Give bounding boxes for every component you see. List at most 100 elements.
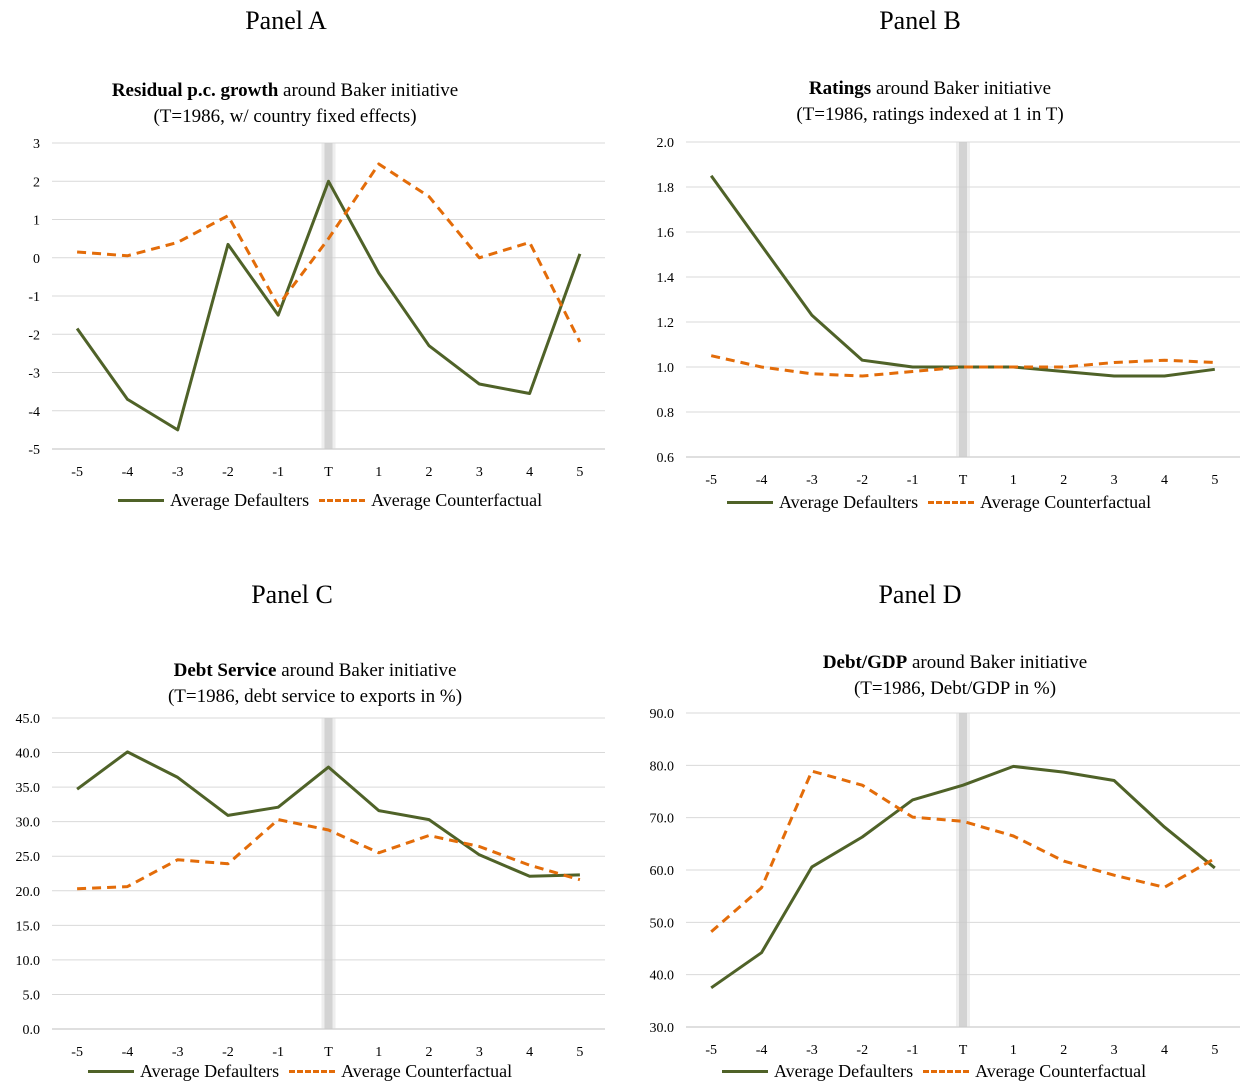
y-tick-label: 20.0 [16, 885, 41, 900]
x-tick-label: -1 [272, 1045, 284, 1060]
y-tick-label: -1 [28, 290, 40, 305]
panel-a-label: Panel A [245, 6, 327, 35]
x-tick-label: 4 [1161, 473, 1168, 488]
y-tick-label: 2.0 [657, 136, 675, 151]
y-tick-label: 0 [33, 252, 40, 267]
panel-b-subtitle: (T=1986, ratings indexed at 1 in T) [796, 104, 1064, 125]
y-tick-label: 10.0 [16, 954, 41, 969]
legend-item-counterfactual: Average Counterfactual [319, 490, 542, 511]
x-tick-label: -2 [222, 465, 234, 480]
x-tick-label: 1 [375, 1045, 382, 1060]
panel-c-title: Debt Service around Baker initiative (T=… [70, 658, 560, 710]
series-line-counterfactual [710, 354, 1215, 378]
x-tick-label: -5 [71, 465, 83, 480]
panel-a-chart: 3 2 1 0 -1 -2 -3 -4 -5 -5 -4 -3 -2 -1 T 1 2 3 4 5 [28, 137, 605, 480]
panel-d-chart: 90.0 80.0 70.0 60.0 50.0 40.0 30.0 -5 -4 -3 -2 -1 T 1… [650, 707, 1240, 1058]
reference-line [959, 142, 967, 457]
panel-d-title-bold: Debt/GDP [822, 652, 908, 673]
panel-d-legend: Average Defaulters Average Counterfactua… [722, 1061, 1156, 1082]
y-tick-label: 1 [33, 214, 40, 229]
y-tick-label: 40.0 [650, 969, 675, 984]
y-tick-label: 2 [33, 175, 40, 190]
y-tick-label: -3 [28, 367, 40, 382]
x-tick-label: -2 [222, 1045, 234, 1060]
x-tick-label: T [959, 473, 968, 488]
panel-d-title-rest: around Baker initiative [907, 652, 1088, 673]
x-tick-label: 5 [1211, 473, 1218, 488]
x-tick-label: -3 [806, 473, 818, 488]
panel-a-title: Residual p.c. growth around Baker initia… [40, 78, 530, 130]
legend-item-defaulters: Average Defaulters [727, 492, 918, 513]
x-tick-label: 4 [526, 465, 533, 480]
legend-label: Average Defaulters [170, 490, 310, 510]
x-tick-label: -2 [856, 1043, 868, 1058]
panel-c-legend: Average Defaulters Average Counterfactua… [88, 1061, 522, 1082]
panel-b-title: Ratings around Baker initiative (T=1986,… [700, 76, 1160, 128]
y-tick-label: 30.0 [650, 1021, 675, 1036]
y-tick-label: 1.4 [657, 271, 675, 286]
panel-a-subtitle: (T=1986, w/ country fixed effects) [153, 106, 417, 127]
panel-b-legend: Average Defaulters Average Counterfactua… [727, 492, 1161, 513]
legend-swatch-dashed [289, 1070, 336, 1073]
y-tick-label: 30.0 [16, 816, 41, 831]
x-tick-label: 3 [1111, 473, 1118, 488]
legend-swatch-solid [118, 499, 164, 502]
legend-item-counterfactual: Average Counterfactual [923, 1061, 1146, 1082]
x-tick-label: 5 [1211, 1043, 1218, 1058]
x-tick-label: -5 [705, 473, 717, 488]
x-tick-label: -1 [907, 473, 919, 488]
x-tick-label: T [324, 465, 333, 480]
y-tick-label: 80.0 [650, 759, 675, 774]
panel-a-title-bold: Residual p.c. growth [111, 80, 279, 101]
x-tick-label: 3 [476, 465, 483, 480]
y-tick-label: 0.8 [657, 406, 675, 421]
panel-b-title-rest: around Baker initiative [871, 78, 1052, 99]
legend-item-defaulters: Average Defaulters [118, 490, 309, 511]
x-tick-label: 1 [1010, 1043, 1017, 1058]
y-tick-label: 60.0 [650, 864, 675, 879]
legend-label: Average Defaulters [779, 492, 919, 512]
legend-label: Average Defaulters [140, 1061, 280, 1081]
panel-c-title-bold: Debt Service [173, 660, 277, 681]
legend-item-counterfactual: Average Counterfactual [928, 492, 1151, 513]
legend-label: Average Counterfactual [371, 490, 543, 510]
panel-d-subtitle: (T=1986, Debt/GDP in %) [853, 678, 1057, 699]
series-line-defaulters [75, 179, 582, 432]
x-tick-label: -4 [756, 473, 768, 488]
x-tick-label: -5 [71, 1045, 83, 1060]
series-line-counterfactual [76, 162, 582, 343]
series-line-counterfactual [77, 818, 581, 891]
y-tick-label: 40.0 [16, 747, 41, 762]
y-tick-label: 3 [33, 137, 40, 152]
x-tick-label: -5 [705, 1043, 717, 1058]
legend-label: Average Counterfactual [975, 1061, 1147, 1081]
panel-c-subtitle: (T=1986, debt service to exports in %) [167, 686, 463, 707]
y-tick-label: 0.6 [657, 451, 675, 466]
legend-swatch-dashed [923, 1070, 970, 1073]
x-tick-label: 4 [526, 1045, 533, 1060]
panel-a-legend: Average Defaulters Average Counterfactua… [118, 490, 552, 511]
x-tick-label: 2 [426, 465, 433, 480]
x-tick-label: 4 [1161, 1043, 1168, 1058]
x-tick-label: 2 [1060, 473, 1067, 488]
y-tick-label: 35.0 [16, 781, 41, 796]
legend-label: Average Counterfactual [341, 1061, 513, 1081]
y-tick-label: -5 [28, 443, 40, 458]
y-tick-label: 1.8 [657, 181, 675, 196]
legend-label: Average Defaulters [774, 1061, 914, 1081]
y-tick-label: 1.2 [657, 316, 675, 331]
panel-a-title-rest: around Baker initiative [278, 80, 459, 101]
x-tick-label: -3 [806, 1043, 818, 1058]
x-tick-label: 3 [1111, 1043, 1118, 1058]
panel-d-label: Panel D [878, 580, 962, 609]
x-tick-label: -3 [172, 1045, 184, 1060]
legend-swatch-dashed [319, 499, 366, 502]
y-tick-label: 90.0 [650, 707, 675, 722]
y-tick-label: -2 [28, 328, 40, 343]
x-tick-label: 1 [375, 465, 382, 480]
y-tick-label: 25.0 [16, 850, 41, 865]
x-tick-label: -1 [272, 465, 284, 480]
panel-b-label: Panel B [879, 6, 961, 35]
y-tick-label: 15.0 [16, 919, 41, 934]
x-tick-label: T [324, 1045, 333, 1060]
